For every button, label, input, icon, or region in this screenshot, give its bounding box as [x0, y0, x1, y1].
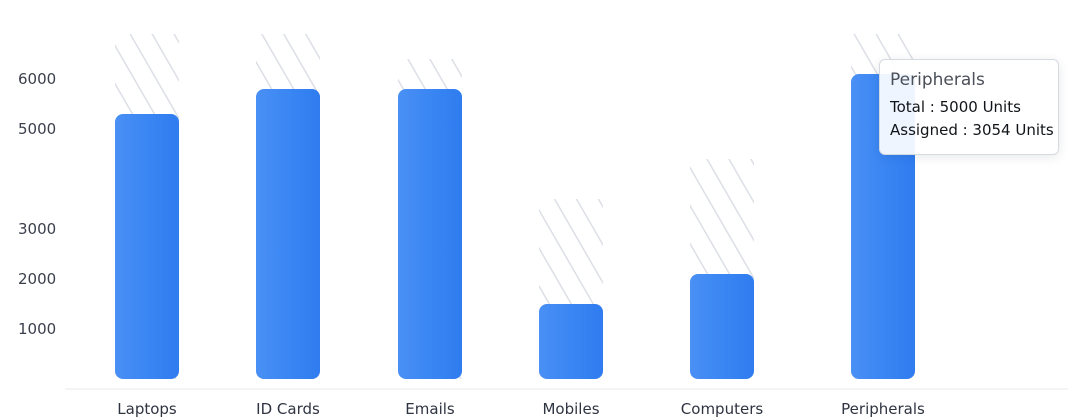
bar-mobiles[interactable] [539, 304, 603, 379]
y-tick-label: 3000 [18, 220, 56, 238]
tooltip-assigned: Assigned : 3054 Units [890, 121, 1054, 139]
y-tick-label: 5000 [18, 120, 56, 138]
bar-emails[interactable] [398, 89, 462, 379]
bar-id-cards[interactable] [256, 89, 320, 379]
x-category-label: ID Cards [256, 400, 320, 418]
tooltip-title: Peripherals [890, 70, 985, 90]
bar-tooltip: Peripherals Total : 5000 Units Assigned … [879, 59, 1059, 155]
y-axis-ticks: 1000 2000 3000 5000 6000 [18, 70, 56, 338]
y-tick-label: 1000 [18, 320, 56, 338]
x-axis-labels: Laptops ID Cards Emails Mobiles Computers Per… [117, 400, 925, 418]
bars-group [115, 34, 915, 379]
tooltip-total: Total : 5000 Units [890, 98, 1021, 116]
bar-laptops[interactable] [115, 114, 179, 379]
bar-computers[interactable] [690, 274, 754, 379]
x-category-label: Computers [681, 400, 764, 418]
y-tick-label: 2000 [18, 270, 56, 288]
x-category-label: Emails [405, 400, 455, 418]
y-tick-label: 6000 [18, 70, 56, 88]
x-category-label: Mobiles [542, 400, 599, 418]
x-category-label: Peripherals [841, 400, 925, 418]
x-category-label: Laptops [117, 400, 177, 418]
